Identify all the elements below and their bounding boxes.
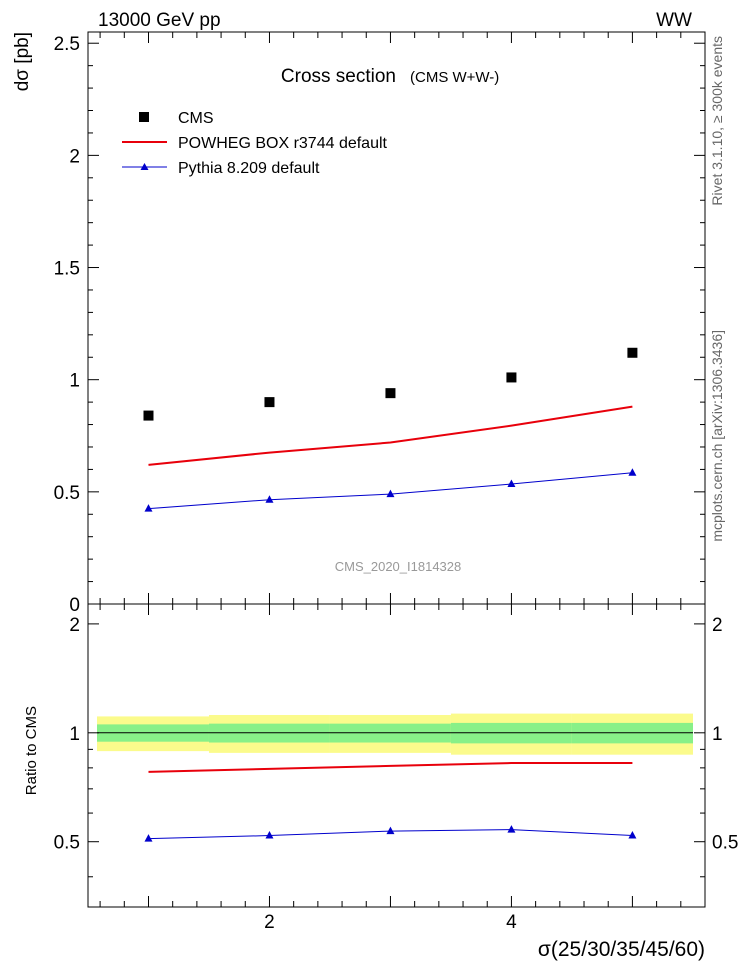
main-panel: Cross section (CMS W+W-) dσ [pb] CMS_202…: [12, 31, 706, 616]
cms-data-point: [627, 347, 638, 358]
x-tick-label: 2: [264, 912, 275, 933]
legend-cms-marker: [139, 112, 149, 122]
powheg-series-line: [148, 405, 633, 466]
ratio-pythia-point: [265, 831, 274, 839]
main-tick-group: 0 0.5 1 1.5 2 2.5: [54, 32, 706, 616]
cms-data-point: [143, 410, 154, 421]
main-y-tick-label: 0.5: [54, 483, 80, 504]
ratio-powheg-line: [148, 762, 633, 773]
ratio-panel-frame: [87, 603, 706, 908]
pythia-point: [507, 479, 516, 487]
main-y-tick-label: 2: [69, 146, 80, 167]
rivet-version-label: Rivet 3.1.10, ≥ 300k events: [709, 36, 725, 206]
ratio-y-tick-label-right: 2: [712, 615, 723, 636]
ratio-pythia-point: [144, 834, 153, 842]
main-y-axis-label: dσ [pb]: [12, 32, 33, 91]
mcplots-label: mcplots.cern.ch [arXiv:1306.3436]: [709, 330, 725, 542]
ratio-pythia-point: [628, 831, 637, 839]
pythia-point: [265, 495, 274, 503]
analysis-watermark: CMS_2020_I1814328: [335, 559, 462, 574]
ratio-uncertainty-band: [97, 713, 693, 755]
x-axis-label: σ(25/30/35/45/60): [538, 938, 705, 961]
pythia-point: [628, 468, 637, 476]
ratio-pythia-point: [386, 826, 395, 835]
legend-cms-label: CMS: [178, 110, 214, 127]
ratio-y-tick-label-right: 1: [712, 724, 723, 745]
ratio-y-tick-label: 2: [69, 615, 80, 636]
ratio-y-tick-label: 0.5: [54, 833, 80, 854]
main-y-tick-label: 1.5: [54, 259, 80, 280]
pythia-point: [386, 489, 395, 498]
main-title: Cross section: [281, 66, 396, 87]
pythia-point: [144, 504, 153, 512]
ratio-y-tick-label-right: 0.5: [712, 833, 738, 854]
legend: CMS POWHEG BOX r3744 default Pythia 8.20…: [122, 110, 388, 177]
main-subtitle: (CMS W+W-): [410, 69, 499, 86]
ratio-y-axis-label: Ratio to CMS: [23, 706, 40, 795]
ratio-pythia-point: [507, 825, 516, 833]
x-tick-label: 4: [506, 912, 517, 933]
cms-data-point: [506, 372, 517, 383]
ratio-panel: Ratio to CMS σ(25/30/35/45/60) 0.5 0.5 1 1 2…: [23, 603, 738, 961]
legend-pythia-label: Pythia 8.209 default: [178, 160, 320, 177]
cms-data-point: [264, 397, 275, 408]
ratio-marks-group: [144, 762, 637, 842]
main-y-tick-label: 2.5: [54, 34, 80, 55]
main-marks-group: [143, 347, 638, 512]
cms-data-point: [385, 388, 396, 399]
header-energy-label: 13000 GeV pp: [98, 10, 221, 31]
legend-pythia-marker: [140, 163, 149, 170]
ratio-tick-group: 0.5 0.5 1 1 2 2 2 4: [54, 604, 738, 933]
header-process-label: WW: [656, 10, 692, 31]
legend-powheg-label: POWHEG BOX r3744 default: [178, 135, 388, 152]
main-y-tick-label: 0: [69, 595, 80, 616]
main-y-tick-label: 1: [69, 371, 80, 392]
ratio-y-tick-label: 1: [69, 724, 80, 745]
